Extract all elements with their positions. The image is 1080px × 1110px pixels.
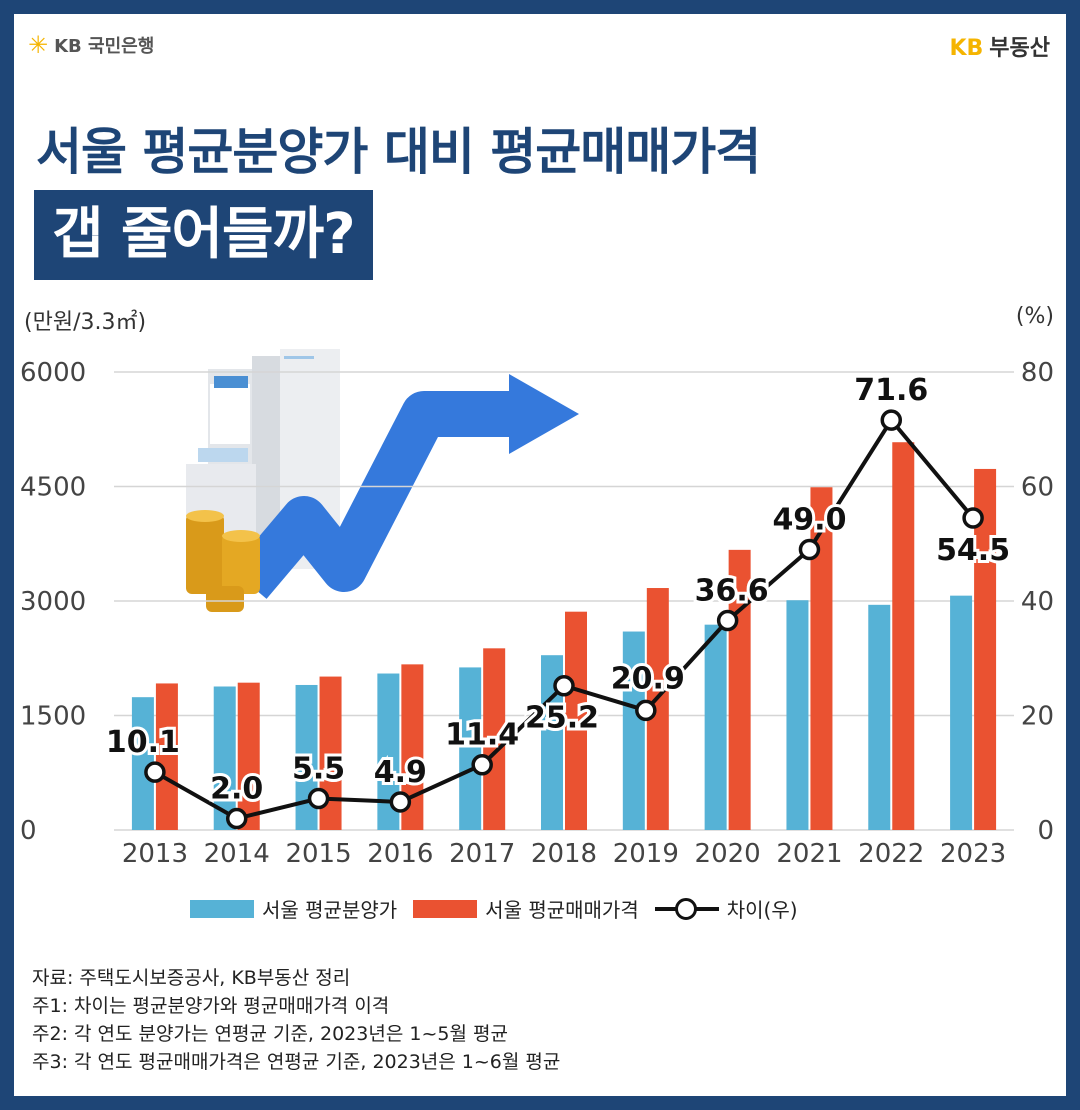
- left-tick-label: 3000: [20, 587, 86, 617]
- legend-swatch-presale: [190, 899, 254, 918]
- right-axis-unit: (%): [1015, 304, 1054, 329]
- gap-point: [471, 753, 493, 776]
- bar-sale: [892, 442, 915, 830]
- note-line-4: 주3: 각 연도 평균매매가격은 연평균 기준, 2023년은 1~6월 평균: [32, 1051, 561, 1073]
- x-tick-label: 2019: [613, 839, 679, 869]
- bar-presale: [622, 631, 645, 830]
- combo-chart: 0 1500 3000 4500 6000 0 20 40 60 80 2013 2014 2015 20…: [20, 349, 1054, 869]
- x-tick-label: 2021: [776, 839, 842, 869]
- bar-sale: [237, 682, 260, 830]
- kb-realty-kb: KB: [949, 36, 984, 61]
- gap-data-label: 54.5: [936, 533, 1010, 568]
- legend-swatch-gap-icon: [654, 897, 719, 920]
- gap-point: [962, 507, 984, 529]
- gap-point: [553, 674, 575, 697]
- x-tick-label: 2020: [695, 839, 761, 869]
- right-tick-label: 80: [1021, 358, 1054, 388]
- left-tick-label: 4500: [20, 473, 86, 503]
- gap-point: [225, 807, 248, 830]
- gap-point: [307, 787, 330, 810]
- legend-item-presale: 서울 평균분양가: [190, 894, 397, 923]
- legend-item-gap: 차이(우): [654, 894, 798, 923]
- bar-presale: [377, 673, 400, 830]
- legend-swatch-sale: [413, 899, 478, 918]
- bar-presale: [704, 624, 727, 830]
- gap-point: [798, 538, 821, 561]
- bar-sale: [565, 611, 587, 830]
- legend-label-sale: 서울 평균매매가격: [485, 898, 639, 922]
- x-tick-label: 2013: [122, 839, 188, 869]
- gap-data-label: 11.4: [445, 718, 519, 753]
- legend-label-presale: 서울 평균분양가: [262, 898, 398, 922]
- gap-point: [880, 409, 903, 431]
- x-tick-label: 2018: [531, 839, 597, 869]
- legend-item-sale: 서울 평균매매가격: [413, 894, 639, 923]
- kb-bank-name: KB 국민은행: [54, 36, 155, 57]
- bar-presale: [950, 595, 973, 830]
- bar-sale: [401, 664, 424, 830]
- right-tick-label: 60: [1021, 473, 1054, 503]
- gap-point: [389, 791, 412, 813]
- note-line-2: 주1: 차이는 평균분양가와 평균매매가격 이격: [32, 995, 390, 1017]
- legend-label-gap: 차이(우): [726, 898, 798, 922]
- right-tick-label: 20: [1021, 702, 1054, 732]
- x-tick-label: 2023: [940, 839, 1006, 869]
- x-tick-label: 2015: [285, 839, 351, 869]
- left-tick-label: 1500: [20, 702, 86, 732]
- arrow-head-icon: [509, 374, 579, 454]
- source-notes: 자료: 주택도시보증공사, KB부동산 정리 주1: 차이는 평균분양가와 평균…: [32, 964, 560, 1076]
- arrow-illustration: [231, 391, 509, 599]
- gap-data-label: 49.0: [772, 502, 846, 537]
- bar-sale: [483, 648, 506, 830]
- bar-sale: [646, 588, 669, 830]
- bar-sale: [155, 683, 178, 830]
- x-tick-label: 2014: [204, 839, 270, 869]
- bar-presale: [786, 600, 809, 830]
- kb-bank-logo: ✳ KB 국민은행: [28, 32, 154, 58]
- gap-data-label: 20.9: [611, 661, 685, 696]
- infographic-card: ✳ KB 국민은행 KB 부동산 서울 평균분양가 대비 평균매매가격 갭 줄어들…: [14, 14, 1066, 1096]
- gap-data-label: 2.0: [210, 772, 263, 807]
- x-tick-label: 2016: [367, 839, 433, 869]
- title-line-2: 갭 줄어들까?: [34, 190, 373, 280]
- note-line-1: 자료: 주택도시보증공사, KB부동산 정리: [32, 967, 351, 989]
- bar-presale: [131, 697, 154, 830]
- coin-stacks-icon: [186, 510, 260, 612]
- kb-star-icon: ✳: [28, 31, 49, 59]
- gap-data-label: 10.1: [106, 725, 180, 760]
- bar-presale: [213, 686, 236, 830]
- note-line-3: 주2: 각 연도 분양가는 연평균 기준, 2023년은 1~5월 평균: [32, 1023, 508, 1045]
- left-tick-label: 0: [20, 816, 37, 846]
- gap-point: [716, 609, 739, 632]
- title-line-1: 서울 평균분양가 대비 평균매매가격: [36, 123, 761, 181]
- gap-data-label: 36.6: [695, 573, 769, 608]
- x-tick-label: 2017: [449, 839, 515, 869]
- chart-legend: 서울 평균분양가 서울 평균매매가격 차이(우): [190, 894, 798, 923]
- bar-sale: [974, 468, 997, 830]
- bar-presale: [541, 655, 563, 830]
- gap-data-label: 4.9: [374, 755, 427, 790]
- bar-presale: [868, 604, 891, 830]
- left-axis-unit: (만원/3.3㎡): [24, 310, 147, 335]
- gap-data-label: 71.6: [854, 373, 928, 408]
- gap-data-label: 25.2: [525, 701, 599, 736]
- bar-presale: [459, 667, 482, 830]
- left-tick-label: 6000: [20, 358, 86, 388]
- gap-point: [144, 761, 166, 783]
- kb-realty-name: 부동산: [989, 36, 1050, 61]
- gap-point: [635, 699, 657, 722]
- right-tick-label: 0: [1037, 816, 1054, 846]
- kb-realty-logo: KB 부동산: [949, 30, 1050, 62]
- bar-sale: [810, 487, 833, 830]
- right-tick-label: 40: [1021, 587, 1054, 617]
- gap-data-label: 5.5: [292, 752, 345, 787]
- x-tick-label: 2022: [858, 839, 924, 869]
